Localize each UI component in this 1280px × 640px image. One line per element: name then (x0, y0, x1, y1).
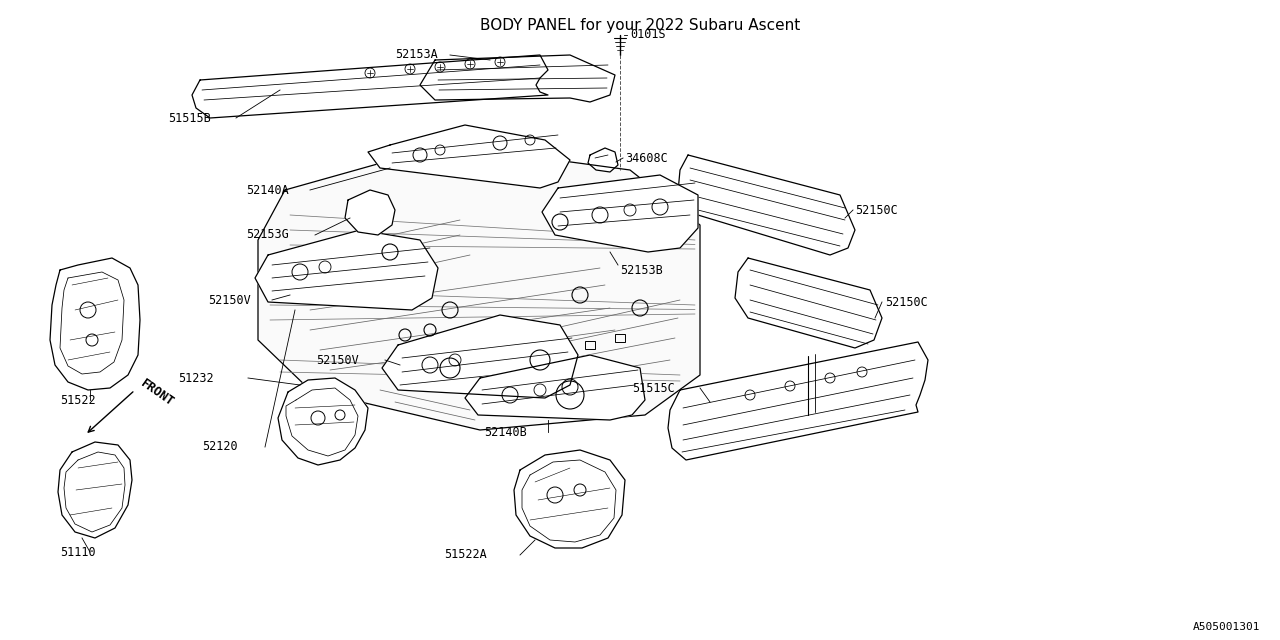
Polygon shape (259, 145, 700, 430)
Text: 51522: 51522 (60, 394, 96, 406)
Text: BODY PANEL for your 2022 Subaru Ascent: BODY PANEL for your 2022 Subaru Ascent (480, 18, 800, 33)
Text: 52140B: 52140B (484, 426, 527, 438)
Polygon shape (64, 452, 125, 532)
Text: 52150C: 52150C (855, 204, 897, 216)
Polygon shape (285, 388, 358, 456)
Polygon shape (465, 355, 645, 420)
Text: 52153A: 52153A (396, 49, 438, 61)
Text: 0101S: 0101S (630, 29, 666, 42)
Bar (585, 341, 595, 349)
Text: 51110: 51110 (60, 545, 96, 559)
Polygon shape (369, 125, 570, 188)
Text: A505001301: A505001301 (1193, 622, 1260, 632)
Text: 51515C: 51515C (632, 381, 675, 394)
Text: 52150V: 52150V (207, 294, 251, 307)
Text: FRONT: FRONT (138, 376, 177, 408)
Polygon shape (522, 460, 616, 542)
Polygon shape (541, 175, 698, 252)
Polygon shape (255, 230, 438, 310)
Polygon shape (278, 378, 369, 465)
Text: 34608C: 34608C (625, 152, 668, 164)
Text: 52153G: 52153G (246, 228, 289, 241)
Text: 52150C: 52150C (884, 296, 928, 308)
Polygon shape (192, 55, 548, 118)
Polygon shape (420, 55, 614, 102)
Polygon shape (58, 442, 132, 538)
Text: 52150V: 52150V (316, 353, 358, 367)
Text: 52140A: 52140A (246, 184, 289, 196)
Polygon shape (50, 258, 140, 390)
Polygon shape (678, 155, 855, 255)
Polygon shape (668, 342, 928, 460)
Text: 51232: 51232 (178, 371, 214, 385)
Polygon shape (735, 258, 882, 348)
Polygon shape (60, 272, 124, 374)
Text: 51522A: 51522A (444, 548, 486, 561)
Polygon shape (346, 190, 396, 235)
Polygon shape (588, 148, 618, 172)
Bar (614, 334, 625, 342)
Polygon shape (515, 450, 625, 548)
Text: 51515B: 51515B (168, 111, 211, 125)
Text: 52120: 52120 (202, 440, 238, 454)
Text: 52153B: 52153B (620, 264, 663, 276)
Polygon shape (381, 315, 579, 398)
